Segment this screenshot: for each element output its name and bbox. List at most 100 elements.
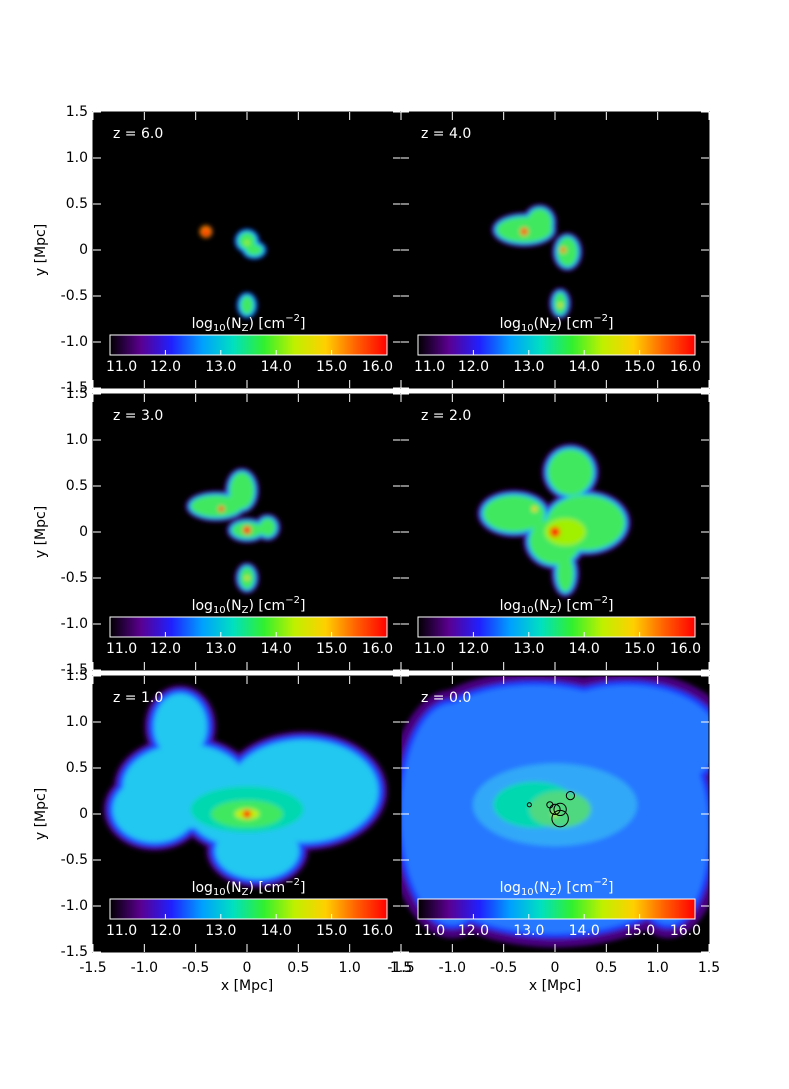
panel-label: z = 0.0	[421, 690, 471, 706]
colorbar-label-part: −2	[593, 877, 608, 888]
colorbar-label-part: log	[500, 598, 521, 614]
halo-circle	[526, 802, 532, 808]
density-peak	[242, 809, 252, 819]
density-peak	[218, 505, 225, 513]
density-peak	[520, 227, 529, 236]
colorbar-label-part: 10	[521, 323, 534, 334]
colorbar-label-part: ]	[608, 880, 613, 896]
density-region	[229, 472, 255, 509]
y-axis-label: y [Mpc]	[33, 788, 49, 840]
colorbar-label-part: ) [cm	[248, 316, 285, 332]
colorbar-tick-label: 14.0	[261, 923, 292, 939]
colorbar-tick-label: 13.0	[205, 641, 236, 657]
colorbar-label-part: (N	[534, 316, 550, 332]
density-region	[259, 518, 276, 537]
colorbar-tick-label: 12.0	[150, 359, 181, 375]
panel: z = 0.0-1.5 -1.0 -0.5 0 0.5 1.0 1.5x [Mpc]log1…	[387, 675, 720, 994]
colorbar-tick-label: 12.0	[458, 641, 489, 657]
density-map	[199, 225, 267, 319]
density-peak	[558, 303, 563, 308]
panel-label: z = 4.0	[421, 126, 471, 142]
y-tick-label: 1.5	[66, 668, 88, 684]
colorbar-label-part: log	[500, 316, 521, 332]
colorbar-label-part: log	[192, 880, 213, 896]
colorbar-label-part: (N	[534, 880, 550, 896]
density-region	[154, 694, 206, 759]
colorbar-tick-label: 14.0	[569, 359, 600, 375]
colorbar	[109, 334, 388, 356]
colorbar-label-part: Z	[550, 887, 557, 898]
colorbar-tick-label: 14.0	[261, 359, 292, 375]
halo-circle	[565, 790, 576, 801]
colorbar-tick-label: 13.0	[513, 641, 544, 657]
panel: z = 4.0 log10(NZ) [cm−2] 11.0 12.0 13.0 14.0 1…	[400, 111, 710, 389]
colorbar-tick-label: 13.0	[205, 359, 236, 375]
colorbar-tick-label: 14.0	[569, 641, 600, 657]
density-region	[113, 777, 196, 842]
y-axis-label: y [Mpc]	[33, 506, 49, 558]
colorbar-label-part: ]	[300, 316, 305, 332]
density-region	[626, 740, 709, 925]
density-region	[557, 237, 578, 267]
y-tick-label: -0.5	[61, 852, 88, 868]
colorbar-label-part: Z	[242, 887, 249, 898]
colorbar-tick-label: 14.0	[569, 923, 600, 939]
colorbar-tick-label: 15.0	[316, 359, 347, 375]
colorbar-label: log10(NZ) [cm−2]	[192, 595, 306, 616]
density-map	[491, 204, 583, 319]
y-tick-label: -1.0	[61, 334, 88, 350]
colorbar-label-part: ) [cm	[556, 880, 593, 896]
density-map	[103, 685, 388, 888]
density-region	[557, 555, 574, 592]
y-tick-label: 1.0	[66, 432, 88, 448]
x-tick-label: -1.5	[387, 960, 414, 976]
colorbar-tick-label: 11.0	[106, 641, 137, 657]
x-tick-label: -1.0	[439, 960, 466, 976]
colorbar-label-part: 10	[213, 887, 226, 898]
panel-label: z = 2.0	[421, 408, 471, 424]
panel: z = 2.0 log10(NZ) [cm−2] 11.0 12.0 13.0 14.0 1…	[400, 393, 710, 671]
colorbar-tick-label: 12.0	[150, 641, 181, 657]
colorbar-tick-label: 15.0	[316, 641, 347, 657]
colorbar-label-part: −2	[285, 595, 300, 606]
colorbar-tick-label: 11.0	[414, 359, 445, 375]
colorbar-label-part: 10	[521, 605, 534, 616]
colorbar-label: log10(NZ) [cm−2]	[192, 877, 306, 898]
colorbar-tick-label: 15.0	[624, 359, 655, 375]
y-tick-label: 0.5	[66, 478, 88, 494]
colorbar-label-part: 10	[213, 323, 226, 334]
density-map	[476, 443, 631, 598]
colorbar-tick-label: 11.0	[414, 923, 445, 939]
panel-label: z = 3.0	[113, 408, 163, 424]
density-region	[190, 495, 242, 518]
colorbar-label-part: (N	[226, 598, 242, 614]
y-tick-label: 0.5	[66, 196, 88, 212]
halo-circle	[549, 803, 561, 816]
colorbar-label-part: ) [cm	[248, 880, 285, 896]
density-region	[483, 495, 545, 532]
colorbar	[109, 616, 388, 638]
colorbar-label-part: ]	[300, 598, 305, 614]
density-peak	[531, 506, 538, 512]
colorbar-label: log10(NZ) [cm−2]	[192, 313, 306, 334]
y-axis-label: y [Mpc]	[33, 224, 49, 276]
density-region	[216, 823, 299, 879]
y-tick-label: 0	[79, 242, 88, 258]
density-map	[185, 467, 281, 594]
colorbar-label-part: ]	[608, 316, 613, 332]
density-peak	[244, 575, 250, 581]
x-tick-label: -0.5	[490, 960, 517, 976]
panel-label: z = 1.0	[113, 690, 163, 706]
colorbar-label-part: 10	[521, 887, 534, 898]
density-region	[401, 703, 504, 925]
panel: z = 1.0-1.5 -1.0 -0.5 0 0.5 1.0 1.5-1.5-1.0-0.…	[33, 668, 412, 994]
colorbar-tick-label: 16.0	[670, 359, 701, 375]
panel: z = 6.0-1.5-1.0-0.500.51.01.5y [Mpc]log1…	[33, 104, 402, 396]
x-tick-label: -1.5	[79, 960, 106, 976]
y-tick-label: -1.5	[61, 944, 88, 960]
y-tick-label: -1.5	[61, 380, 88, 396]
y-tick-label: 1.5	[66, 386, 88, 402]
y-tick-label: -0.5	[61, 288, 88, 304]
colorbar-tick-label: 15.0	[624, 923, 655, 939]
